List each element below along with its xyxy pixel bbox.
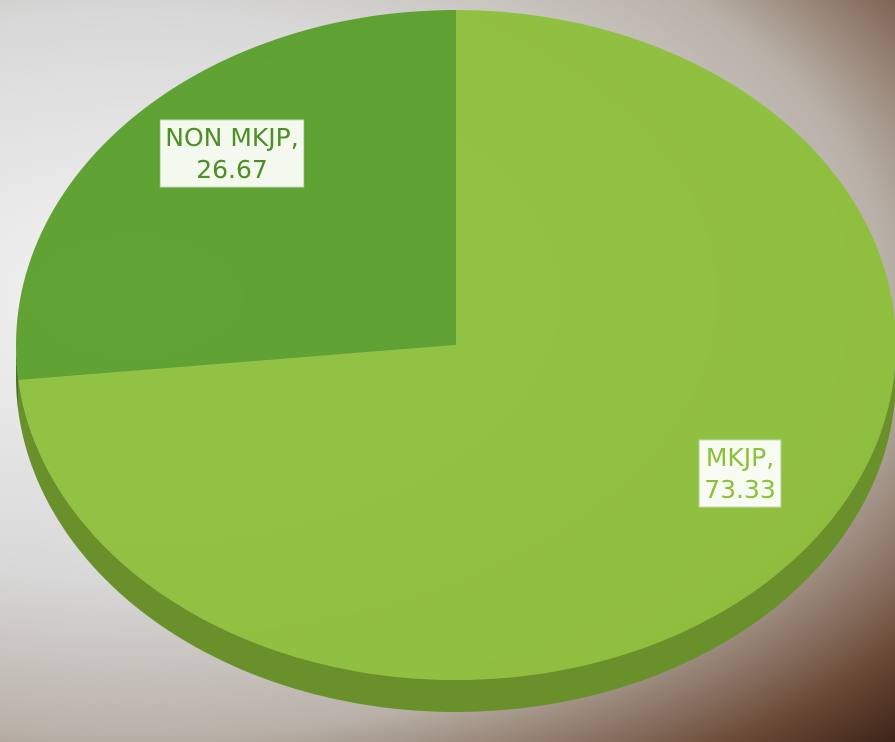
data-label-value: 26.67 bbox=[196, 155, 268, 184]
pie-side bbox=[16, 345, 19, 413]
data-label-category: NON MKJP, bbox=[165, 123, 298, 152]
data-label-box bbox=[698, 439, 782, 508]
data-label-box bbox=[159, 119, 305, 188]
data-label-category: MKJP, bbox=[706, 443, 774, 472]
pie-slice bbox=[18, 10, 895, 680]
data-label-value: 73.33 bbox=[704, 475, 776, 504]
pie bbox=[15, 10, 895, 712]
pie-slice bbox=[15, 10, 457, 381]
labels: MKJP, 73.33 NON MKJP, 26.67 bbox=[159, 119, 782, 508]
